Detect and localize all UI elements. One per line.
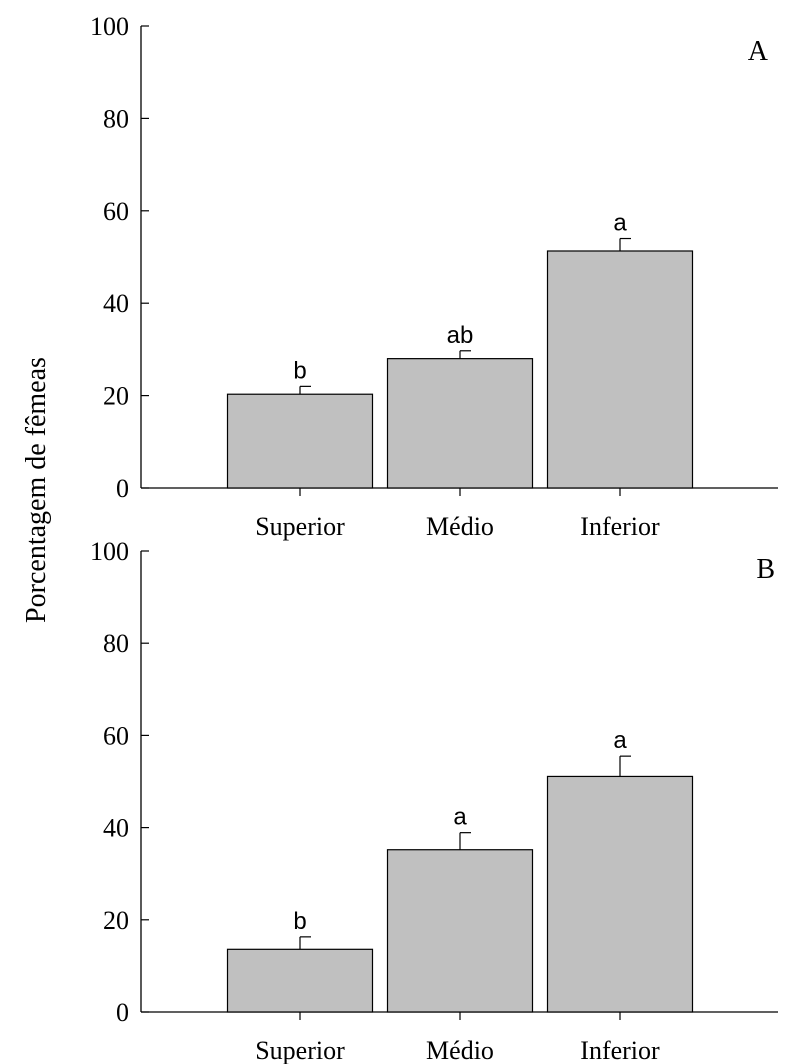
- y-tick-label: 60: [103, 721, 129, 750]
- x-tick-label: Médio: [426, 1036, 494, 1064]
- y-tick-label: 80: [103, 104, 129, 133]
- bar: [546, 250, 694, 489]
- y-tick-label: 100: [90, 537, 129, 566]
- y-tick-label: 40: [103, 814, 129, 843]
- x-tick-label: Superior: [255, 1036, 345, 1064]
- y-axis-label: Porcentagem de fêmeas: [21, 357, 52, 623]
- significance-label: b: [293, 357, 306, 384]
- y-tick-label: 20: [103, 906, 129, 935]
- y-tick-label: 0: [116, 998, 129, 1027]
- panel-label: B: [756, 554, 775, 585]
- x-tick-label: Inferior: [580, 512, 660, 541]
- significance-label: b: [293, 908, 306, 935]
- y-tick-label: 40: [103, 289, 129, 318]
- x-tick-label: Superior: [255, 512, 345, 541]
- x-tick-label: Médio: [426, 512, 494, 541]
- bar: [546, 775, 694, 1013]
- y-tick-label: 80: [103, 629, 129, 658]
- significance-label: a: [453, 804, 467, 831]
- significance-label: a: [613, 727, 627, 754]
- y-tick-label: 0: [116, 474, 129, 503]
- bar: [386, 849, 534, 1013]
- chart-panel-b: 0 20 40 60 80 100 Bb Superior a Médio a Inferior: [90, 537, 778, 1064]
- significance-label: a: [613, 210, 627, 237]
- chart-panel-a: 0 20 40 60 80 100 Ab Superior ab Médio a Inferior: [90, 12, 778, 541]
- significance-label: ab: [447, 322, 474, 349]
- x-tick-label: Inferior: [580, 1036, 660, 1064]
- y-tick-label: 100: [90, 12, 129, 41]
- bar: [226, 393, 374, 489]
- bar: [226, 948, 374, 1013]
- panel-label: A: [748, 36, 769, 67]
- bar: [386, 358, 534, 489]
- y-tick-label: 20: [103, 382, 129, 411]
- y-tick-label: 60: [103, 197, 129, 226]
